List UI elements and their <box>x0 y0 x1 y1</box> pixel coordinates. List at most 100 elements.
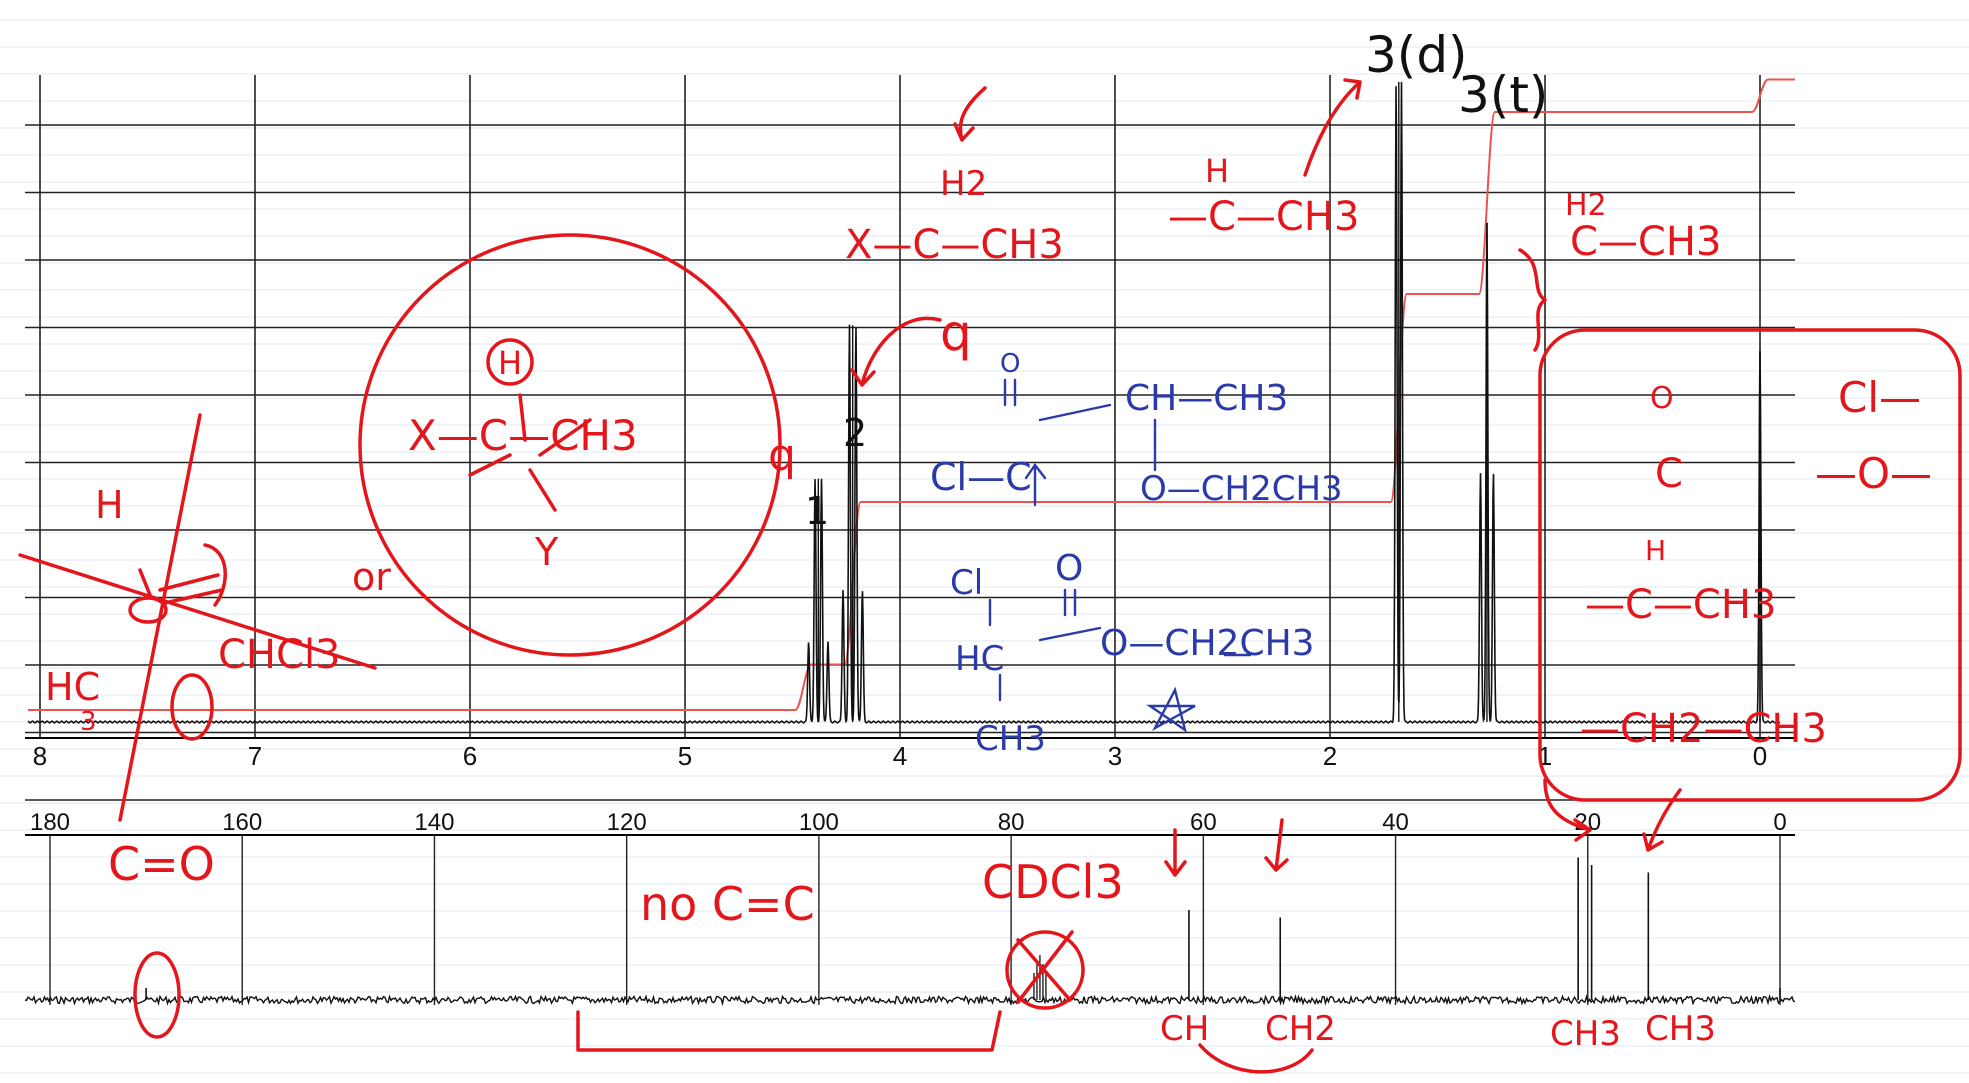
right-h: H <box>1645 534 1666 567</box>
annotations-text: 1 2 3(d) 3(t) q q H2 X—C—CH3 H —C—CH3 H2… <box>45 26 1932 1054</box>
arrow-ch2-peak <box>1264 818 1289 872</box>
c-nmr-x-axis: 180 160 140 120 100 80 60 40 20 0 <box>30 809 1787 836</box>
h-tick-label: 7 <box>248 741 262 771</box>
h-nmr-spectrum-trace <box>27 81 1781 724</box>
blue-o1: O <box>1000 349 1020 379</box>
cdcl3-circle <box>1005 930 1085 1010</box>
h-nmr-peaks <box>817 82 1761 722</box>
cho-bonds-left <box>138 543 227 607</box>
crossing-line-a <box>18 553 377 670</box>
blue-double-bond-1 <box>1003 378 1017 407</box>
ch3-label-b: CH3 <box>1645 1009 1716 1049</box>
left-3: 3 <box>80 707 97 737</box>
q-arrow <box>850 316 942 387</box>
y-label: Y <box>534 530 559 574</box>
right-box <box>1538 328 1962 802</box>
carbon-circle-left <box>128 596 168 624</box>
no-cc-label: no C=C <box>640 877 815 931</box>
o-label: —O— <box>1815 449 1932 498</box>
h2-top: H2 <box>940 164 987 204</box>
blue-double-bond-2 <box>1063 588 1077 617</box>
x-ch2-ch3: X—C—CH3 <box>845 222 1064 268</box>
big-circle-structure <box>358 233 782 657</box>
right-c: C <box>1655 451 1683 497</box>
blue-cl2: Cl <box>950 563 983 603</box>
peak-label-3d: 3(d) <box>1365 26 1468 84</box>
left-h: H <box>95 483 124 527</box>
c-nmr-spectrum-trace <box>24 993 1796 1007</box>
h-tick-label: 6 <box>463 741 477 771</box>
h-tick-label: 8 <box>33 741 47 771</box>
circle-h: H <box>498 344 522 382</box>
cdcl3-cross <box>1016 930 1074 1004</box>
top-arrow <box>953 86 987 142</box>
left-hc: HC <box>45 665 100 709</box>
blue-ink-strokes <box>988 378 1252 733</box>
arrow-ch3-right <box>1642 788 1682 852</box>
peak-label-1: 1 <box>805 489 829 533</box>
right-ch2-ch3: —CH2—CH3 <box>1580 706 1827 752</box>
h-tick-label: 0 <box>1753 741 1767 771</box>
blue-o2: O <box>1055 548 1083 589</box>
right-c-ch3: —C—CH3 <box>1585 582 1776 628</box>
h-tick-label: 3 <box>1108 741 1122 771</box>
c-tick-label: 60 <box>1190 809 1217 836</box>
arrow-to-3d <box>1303 78 1362 177</box>
or-label: or <box>352 555 391 599</box>
ch-ch2-link <box>1198 1043 1314 1074</box>
h-tick-label: 2 <box>1323 741 1337 771</box>
h-circle <box>486 338 534 386</box>
h-nmr-grid <box>25 75 1795 801</box>
arrow-ch-peak <box>1164 828 1187 877</box>
blue-star <box>1146 686 1196 733</box>
o-circle-left <box>170 673 214 741</box>
arrow-ch3-left <box>1543 778 1592 842</box>
cl-label: Cl— <box>1838 373 1921 422</box>
blue-hc: HC <box>955 639 1004 679</box>
c-nmr-peaks <box>145 857 1781 1000</box>
blue-o-ch2ch3-b: O—CH2CH3 <box>1100 623 1315 664</box>
c-tick-label: 80 <box>998 809 1025 836</box>
ch-ch3-top: —C—CH3 <box>1168 194 1359 240</box>
c-tick-label: 0 <box>1773 809 1786 836</box>
carbonyl-circle <box>133 951 181 1039</box>
c-tick-label: 180 <box>30 809 70 836</box>
h-tick-label: 5 <box>678 741 692 771</box>
cdcl3-label: CDCl3 <box>982 855 1124 909</box>
blue-ch-ch3: CH—CH3 <box>1125 378 1288 419</box>
blue-bond-1 <box>1038 403 1112 422</box>
h-tick-label: 4 <box>893 741 907 771</box>
right-o: O <box>1650 381 1674 416</box>
c-eq-o-label: C=O <box>108 837 215 891</box>
peak-label-2: 2 <box>843 411 867 455</box>
ch-label: CH <box>1160 1009 1209 1049</box>
c-ch3-right: C—CH3 <box>1570 219 1721 265</box>
c-tick-label: 100 <box>799 809 839 836</box>
blue-bond-4 <box>1038 626 1102 642</box>
blue-ch3: CH3 <box>975 719 1046 759</box>
q-label-lower: q <box>768 430 796 481</box>
ch2-label: CH2 <box>1265 1009 1336 1049</box>
notebook-ruled-lines <box>0 19 1969 1074</box>
h2-right: H2 <box>1565 188 1607 223</box>
brace-right <box>1518 248 1547 352</box>
chcl3-label: CHCl3 <box>218 632 341 678</box>
blue-arrow-up <box>1024 462 1047 507</box>
x-c-ch3-circle: X—C—CH3 <box>408 411 638 460</box>
c-tick-label: 140 <box>414 809 454 836</box>
c-tick-label: 40 <box>1382 809 1409 836</box>
h-top2: H <box>1205 152 1229 190</box>
ch3-label-a: CH3 <box>1550 1014 1621 1054</box>
c-tick-label: 120 <box>607 809 647 836</box>
blue-o-ch2ch3: O—CH2CH3 <box>1140 469 1343 509</box>
c-nmr-grid <box>25 834 1795 1005</box>
circle-struct-bonds <box>468 393 592 512</box>
q-label-upper: q <box>940 304 972 362</box>
peak-label-3t: 3(t) <box>1458 66 1548 124</box>
blue-cl-c: Cl—C <box>930 455 1032 499</box>
bracket-no-cc <box>576 1010 1002 1052</box>
c-nmr-panel: 180 160 140 120 100 80 60 40 20 0 <box>24 809 1796 1007</box>
